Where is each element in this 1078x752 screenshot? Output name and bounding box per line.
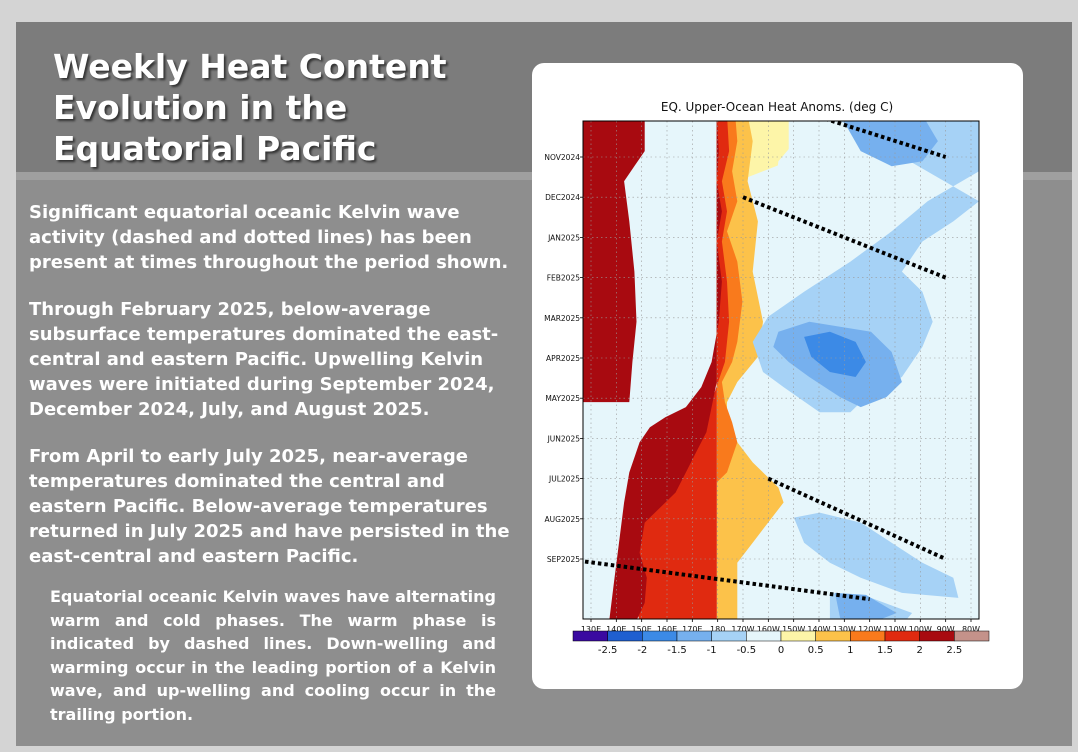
colorbar-swatch [572,630,608,642]
colorbar-label: 1.5 [877,645,893,656]
x-tick-label: 150E [632,625,652,634]
heatmap-chart: EQ. Upper-Ocean Heat Anoms. (deg C) 130E… [544,100,990,656]
x-tick-label: 180 [710,625,725,634]
x-tick-label: 120W [858,625,881,634]
x-tick-label: 80W [962,625,980,634]
colorbar-swatch [676,630,712,642]
colorbar-label: 0.5 [808,645,824,656]
anomaly-region [793,512,959,598]
y-tick-label: DEC2024 [545,193,580,202]
plot-area [583,121,979,619]
anomaly-region [843,121,938,167]
x-tick-label: 170W [731,625,754,634]
y-tick-label: JUN2025 [547,434,581,443]
colorbar-label: 2 [916,645,922,656]
chart-title: EQ. Upper-Ocean Heat Anoms. (deg C) [661,100,893,114]
heat-anomaly-figure: EQ. Upper-Ocean Heat Anoms. (deg C) 130E… [532,63,1023,689]
colorbar-swatch [607,630,643,642]
y-tick-label: AUG2025 [544,515,580,524]
colorbar-label: 0 [778,645,784,656]
paragraph-1: Significant equatorial oceanic Kelvin wa… [29,202,509,273]
paragraph-2: Through February 2025, below-average sub… [29,299,499,420]
anomaly-region [694,442,712,473]
colorbar-swatch [884,630,920,642]
y-tick-label: MAR2025 [544,314,580,323]
colorbar-label: -2.5 [598,645,618,656]
colorbar-swatch [746,630,782,642]
anomaly-region [665,121,743,619]
colorbar-swatch [919,630,955,642]
slide-title: Weekly Heat Content Evolution in the Equ… [53,47,447,168]
colorbar-swatch [780,630,816,642]
colorbar-label: 2.5 [946,645,962,656]
y-tick-label: FEB2025 [547,274,581,283]
plot-frame [582,120,980,620]
y-tick-label: MAY2025 [545,394,580,403]
kelvin-wave-line [583,559,870,602]
anomaly-region [716,121,784,619]
x-tick-label: 140W [807,625,830,634]
grid [583,121,979,619]
x-tick-label: 140E [606,625,626,634]
x-tick-label: 100W [909,625,932,634]
colorbar-label: -2 [637,645,647,656]
colorbar-swatch [642,630,678,642]
colorbar-swatch [850,630,886,642]
body-text: Significant equatorial oceanic Kelvin wa… [29,200,524,591]
anomaly-region [835,592,897,619]
colorbar-label: -0.5 [737,645,757,656]
y-tick-label: JAN2025 [547,233,580,242]
anomaly-region [609,121,722,619]
x-tick-label: 170E [682,625,702,634]
axes: 130E 140E 150E 160E 170E 180 170W 160W 150W 140W 1… [544,153,980,634]
x-tick-label: 110W [883,625,906,634]
slide: Weekly Heat Content Evolution in the Equ… [16,22,1072,746]
anomaly-region [804,331,866,377]
x-tick-label: 130E [581,625,601,634]
x-tick-label: 160W [757,625,780,634]
paragraph-3: From April to early July 2025, near-aver… [29,446,510,567]
x-tick-label: 150W [782,625,805,634]
y-tick-label: NOV2024 [544,153,580,162]
colorbar-label: -1 [707,645,717,656]
colorbar: -2.5 -2 -1.5 -1 -0.5 0 0.5 1 1.5 2 2.5 [572,630,990,656]
y-tick-label: JUL2025 [548,475,580,484]
anomaly-region [583,121,645,403]
y-tick-label: SEP2025 [547,555,580,564]
colorbar-swatch [711,630,747,642]
colorbar-swatch [815,630,851,642]
x-tick-label: 130W [833,625,856,634]
kelvin-wave-line [825,121,947,159]
x-tick-label: 90W [937,625,955,634]
kelvin-note: Equatorial oceanic Kelvin waves have alt… [50,587,496,724]
x-tick-label: 160E [657,625,677,634]
y-tick-label: APR2025 [546,354,580,363]
colorbar-label: -1.5 [667,645,687,656]
colorbar-swatch [954,630,990,642]
anomaly-region [773,121,979,619]
colorbar-label: 1 [847,645,853,656]
